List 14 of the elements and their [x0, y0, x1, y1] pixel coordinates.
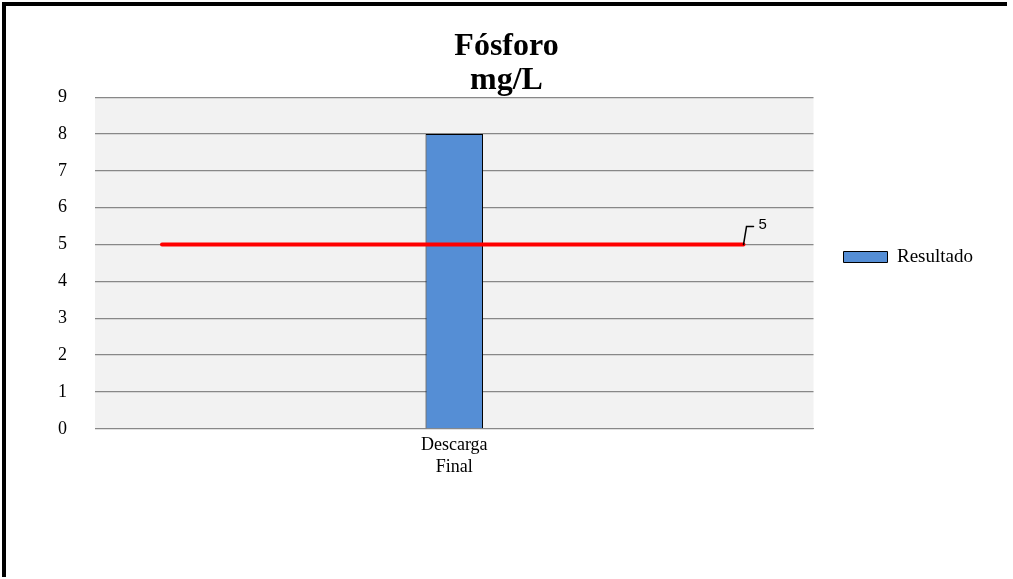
y-tick-label: 4: [58, 270, 67, 291]
y-tick-label: 1: [58, 380, 67, 401]
y-tick-label: 5: [58, 233, 67, 254]
y-tick-label: 6: [58, 196, 67, 217]
legend-label: Resultado: [897, 244, 974, 266]
y-tick-label: 0: [58, 417, 67, 438]
y-tick-label: 7: [58, 159, 67, 180]
chart-title: Fósforo mg/L: [454, 26, 559, 96]
y-tick-label: 2: [58, 343, 67, 364]
y-tick-label: 9: [58, 85, 67, 106]
x-tick-label: Descarga Final: [420, 434, 488, 476]
ref-line-label: 5: [758, 214, 767, 232]
y-tick-label: 8: [58, 122, 67, 143]
y-tick-label: 3: [58, 307, 67, 327]
